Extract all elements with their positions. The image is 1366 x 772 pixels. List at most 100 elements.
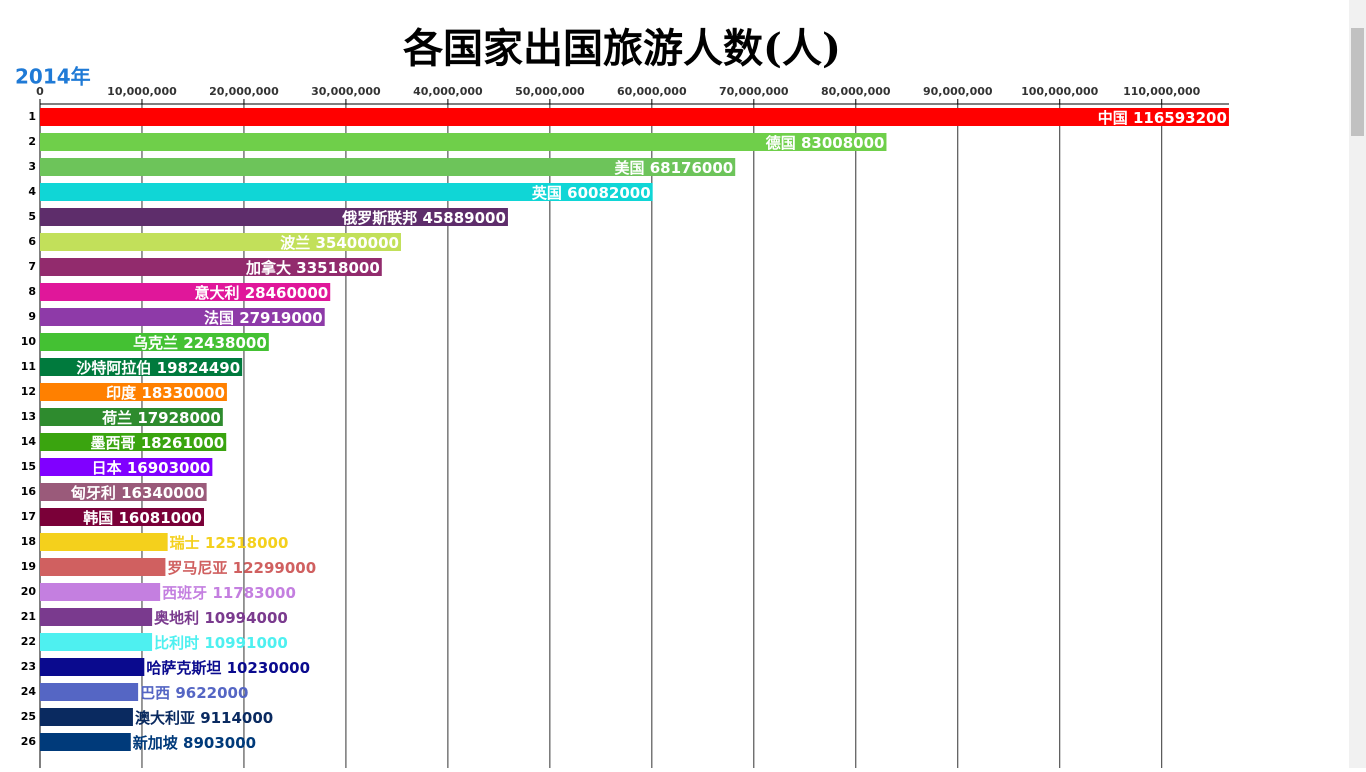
x-tick-label: 0 (36, 85, 44, 98)
bar (40, 583, 161, 601)
bar-label: 巴西 9622000 (140, 684, 248, 702)
category-name: 加拿大 (245, 259, 291, 277)
bar (40, 683, 139, 701)
bar-label: 墨西哥 18261000 (90, 434, 224, 452)
category-name: 匈牙利 (71, 484, 116, 502)
value-label: 12518000 (205, 534, 288, 552)
rank-label: 9 (28, 310, 36, 323)
bar-label: 西班牙 11783000 (162, 584, 296, 602)
bar (40, 158, 736, 176)
bar (40, 283, 331, 301)
value-label: 10991000 (204, 634, 288, 652)
bar (40, 183, 653, 201)
category-name: 俄罗斯联邦 (341, 209, 417, 227)
rank-label: 3 (28, 160, 36, 173)
rank-label: 11 (21, 360, 36, 373)
category-name: 沙特阿拉伯 (76, 359, 151, 377)
bar (40, 133, 887, 151)
bar-label: 印度 18330000 (106, 384, 225, 402)
value-label: 16903000 (127, 459, 211, 477)
bar (40, 733, 131, 751)
category-name: 巴西 (140, 684, 170, 702)
rank-label: 14 (21, 435, 37, 448)
bar-label: 澳大利亚 9114000 (135, 709, 273, 727)
value-label: 16340000 (121, 484, 205, 502)
value-label: 116593200 (1133, 109, 1227, 127)
value-label: 33518000 (296, 259, 380, 277)
bar-label: 比利时 10991000 (154, 634, 288, 652)
rank-label: 17 (21, 510, 36, 523)
scrollbar[interactable] (1349, 0, 1366, 768)
bar (40, 508, 204, 526)
x-tick-label: 30,000,000 (311, 85, 381, 98)
value-label: 9622000 (175, 684, 248, 702)
category-name: 比利时 (154, 634, 199, 652)
rank-label: 19 (21, 560, 36, 573)
bar-label: 沙特阿拉伯 19824490 (76, 359, 240, 377)
scrollbar-thumb[interactable] (1351, 28, 1364, 136)
x-tick-label: 80,000,000 (821, 85, 891, 98)
x-tick-label: 90,000,000 (923, 85, 993, 98)
category-name: 日本 (92, 459, 122, 477)
bar-label: 美国 68176000 (614, 159, 733, 177)
x-tick-label: 20,000,000 (209, 85, 279, 98)
bar-label: 匈牙利 16340000 (71, 484, 205, 502)
value-label: 17928000 (137, 409, 221, 427)
bar (40, 258, 382, 276)
rank-label: 16 (21, 485, 37, 498)
rank-label: 22 (21, 635, 36, 648)
category-name: 澳大利亚 (135, 709, 195, 727)
value-label: 11783000 (212, 584, 296, 602)
bar-label: 英国 60082000 (532, 184, 651, 202)
category-name: 哈萨克斯坦 (146, 659, 221, 677)
bar-label: 荷兰 17928000 (102, 409, 221, 427)
rank-label: 10 (21, 335, 37, 348)
rank-label: 21 (21, 610, 36, 623)
bar (40, 483, 207, 501)
bar (40, 608, 153, 626)
bar-label: 新加坡 8903000 (133, 734, 256, 752)
category-name: 法国 (204, 309, 234, 327)
chart-title: 各国家出国旅游人数(人) (403, 25, 841, 72)
rank-label: 2 (28, 135, 36, 148)
rank-label: 5 (28, 210, 36, 223)
bar-label: 德国 83008000 (766, 134, 885, 152)
bar-label: 乌克兰 22438000 (133, 334, 267, 352)
value-label: 27919000 (239, 309, 323, 327)
bar-label: 日本 16903000 (92, 459, 211, 477)
bar (40, 308, 325, 326)
rank-label: 18 (21, 535, 36, 548)
rank-label: 26 (21, 735, 37, 748)
rank-label: 7 (28, 260, 36, 273)
bar (40, 533, 168, 551)
bar (40, 708, 133, 726)
category-name: 德国 (766, 134, 796, 152)
category-name: 奥地利 (154, 609, 199, 627)
bar-label: 奥地利 10994000 (154, 609, 288, 627)
rank-label: 20 (21, 585, 37, 598)
bar-label: 波兰 35400000 (280, 234, 399, 252)
category-name: 乌克兰 (133, 334, 178, 352)
x-tick-label: 40,000,000 (413, 85, 483, 98)
bar-label: 哈萨克斯坦 10230000 (146, 659, 310, 677)
x-tick-label: 10,000,000 (107, 85, 177, 98)
value-label: 22438000 (183, 334, 267, 352)
rank-label: 1 (28, 110, 36, 123)
bar (40, 233, 401, 251)
bar-label: 加拿大 33518000 (245, 259, 380, 277)
rank-label: 24 (21, 685, 37, 698)
x-tick-label: 110,000,000 (1123, 85, 1201, 98)
rank-label: 25 (21, 710, 36, 723)
plot: 0 10,000,000 20,000,000 30,000,000 40,000,00… (21, 85, 1229, 768)
category-name: 波兰 (280, 234, 310, 252)
value-label: 45889000 (422, 209, 506, 227)
bar (40, 458, 213, 476)
category-name: 墨西哥 (90, 434, 135, 452)
bar-label: 韩国 16081000 (83, 509, 202, 527)
rank-label: 12 (21, 385, 36, 398)
bar-label: 罗马尼亚 12299000 (167, 559, 316, 577)
rank-label: 13 (21, 410, 36, 423)
value-label: 28460000 (245, 284, 329, 302)
bar (40, 558, 166, 576)
